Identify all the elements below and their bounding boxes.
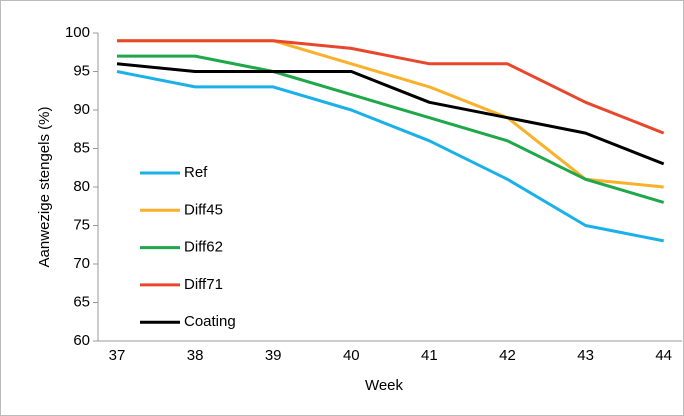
x-tick-label: 42 — [499, 347, 516, 364]
x-tick-label: 43 — [577, 347, 594, 364]
x-tick-label: 41 — [421, 347, 438, 364]
series-line — [116, 62, 665, 166]
x-tick-label: 38 — [187, 347, 204, 364]
series-line — [117, 54, 665, 204]
y-tick-label: 85 — [73, 139, 90, 156]
legend-label: Coating — [184, 313, 236, 330]
x-tick-label: 39 — [265, 347, 282, 364]
legend-label: Diff62 — [184, 239, 223, 256]
x-tick-label: 44 — [655, 347, 672, 364]
y-tick-label: 80 — [73, 178, 90, 195]
y-tick-label: 70 — [73, 255, 90, 272]
series-line — [117, 39, 665, 135]
y-tick-label: 95 — [73, 62, 90, 79]
legend-label: Ref — [184, 164, 208, 181]
y-tick-label: 100 — [65, 24, 90, 41]
y-tick-label: 90 — [73, 101, 90, 118]
y-tick-label: 75 — [73, 216, 90, 233]
x-tick-label: 37 — [109, 347, 126, 364]
x-axis-label: Week — [365, 377, 404, 394]
series-line — [116, 70, 664, 243]
legend-label: Diff71 — [184, 276, 223, 293]
y-axis-label: Aanwezige stengels (%) — [36, 107, 53, 268]
x-tick-label: 40 — [343, 347, 360, 364]
y-tick-label: 60 — [73, 332, 90, 349]
y-tick-label: 65 — [73, 293, 90, 310]
legend-label: Diff45 — [184, 201, 223, 218]
